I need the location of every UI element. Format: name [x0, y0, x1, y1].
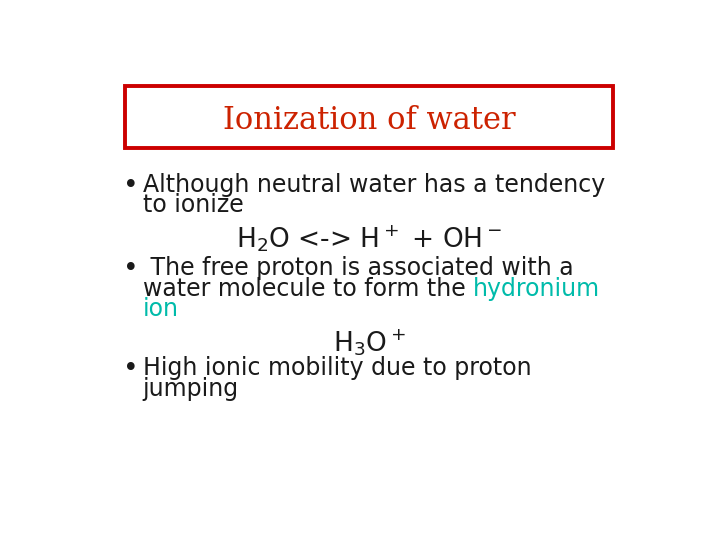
Text: The free proton is associated with a: The free proton is associated with a	[143, 256, 573, 280]
Text: Ionization of water: Ionization of water	[222, 105, 516, 136]
Text: •: •	[122, 173, 138, 199]
Text: jumping: jumping	[143, 377, 239, 401]
Text: $\mathregular{H_3O^+}$: $\mathregular{H_3O^+}$	[333, 327, 405, 357]
Text: to ionize: to ionize	[143, 193, 243, 218]
Text: •: •	[122, 256, 138, 282]
Text: hydronium: hydronium	[473, 276, 600, 301]
Text: •: •	[122, 356, 138, 382]
Text: $\mathregular{H_2O}$ <-> $\mathregular{H^+}$ + $\mathregular{OH^-}$: $\mathregular{H_2O}$ <-> $\mathregular{H…	[236, 222, 502, 254]
FancyBboxPatch shape	[125, 86, 613, 148]
Text: Although neutral water has a tendency: Although neutral water has a tendency	[143, 173, 605, 197]
Text: water molecule to form the: water molecule to form the	[143, 276, 473, 301]
Text: High ionic mobility due to proton: High ionic mobility due to proton	[143, 356, 531, 380]
Text: ion: ion	[143, 298, 179, 321]
